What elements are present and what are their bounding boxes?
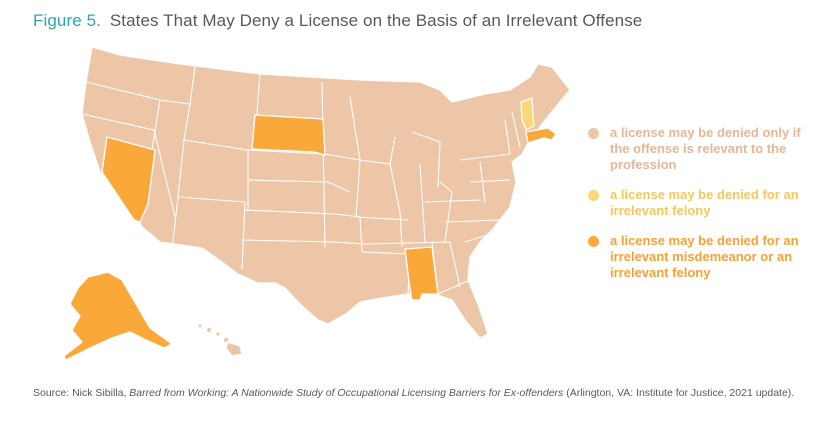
us-map xyxy=(63,46,571,361)
legend-label: a license may be denied only if the offe… xyxy=(610,125,801,172)
legend-swatch xyxy=(588,128,599,139)
legend: a license may be denied only if the offe… xyxy=(588,125,818,295)
legend-item-relevant-only: a license may be denied only if the offe… xyxy=(588,125,818,173)
source-prefix: Source: Nick Sibilla, xyxy=(33,387,130,399)
source-note: Source: Nick Sibilla, Barred from Workin… xyxy=(33,386,803,401)
state-south-dakota xyxy=(251,114,326,156)
source-suffix: (Arlington, VA: Institute for Justice, 2… xyxy=(563,387,795,399)
figure-label: Figure 5. xyxy=(33,11,101,30)
state-hawaii xyxy=(197,323,243,357)
state-alaska xyxy=(63,271,173,361)
legend-label: a license may be denied for an irrelevan… xyxy=(610,233,799,280)
state-nevada xyxy=(101,136,156,223)
legend-item-felony: a license may be denied for an irrelevan… xyxy=(588,187,818,219)
figure-title-text: States That May Deny a License on the Ba… xyxy=(109,11,643,30)
figure-title: Figure 5. States That May Deny a License… xyxy=(33,11,642,31)
legend-swatch xyxy=(588,190,599,201)
source-book-title: Barred from Working: A Nationwide Study … xyxy=(129,387,564,399)
state-massachusetts xyxy=(525,127,557,144)
legend-label: a license may be denied for an irrelevan… xyxy=(610,187,799,218)
state-alabama xyxy=(404,246,439,301)
legend-swatch xyxy=(588,236,599,247)
state-vermont xyxy=(520,97,535,131)
legend-item-misdemeanor-or-felony: a license may be denied for an irrelevan… xyxy=(588,233,818,281)
contiguous-us xyxy=(81,46,571,339)
